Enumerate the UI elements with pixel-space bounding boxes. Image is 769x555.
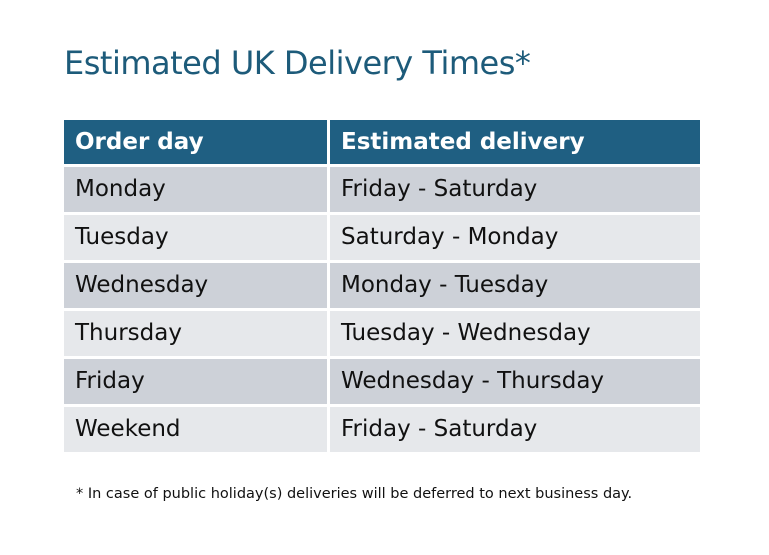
delivery-table: Order day Estimated delivery Monday Frida… (61, 117, 703, 455)
estimated-delivery-cell: Saturday - Monday (330, 214, 700, 260)
header-estimated-delivery: Estimated delivery (330, 119, 700, 164)
table-row: Tuesday Saturday - Monday (64, 214, 700, 260)
table-row: Wednesday Monday - Tuesday (64, 262, 700, 308)
table-row: Thursday Tuesday - Wednesday (64, 310, 700, 356)
footnote: * In case of public holiday(s) deliverie… (76, 486, 633, 502)
order-day-cell: Wednesday (64, 262, 327, 308)
estimated-delivery-cell: Friday - Saturday (330, 166, 700, 212)
order-day-cell: Weekend (64, 406, 327, 452)
page-title: Estimated UK Delivery Times* (64, 44, 531, 82)
header-order-day: Order day (64, 119, 327, 164)
order-day-cell: Tuesday (64, 214, 327, 260)
estimated-delivery-cell: Monday - Tuesday (330, 262, 700, 308)
table-row: Weekend Friday - Saturday (64, 406, 700, 452)
table-row: Monday Friday - Saturday (64, 166, 700, 212)
estimated-delivery-cell: Wednesday - Thursday (330, 358, 700, 404)
estimated-delivery-cell: Friday - Saturday (330, 406, 700, 452)
order-day-cell: Monday (64, 166, 327, 212)
order-day-cell: Thursday (64, 310, 327, 356)
table-row: Friday Wednesday - Thursday (64, 358, 700, 404)
order-day-cell: Friday (64, 358, 327, 404)
estimated-delivery-cell: Tuesday - Wednesday (330, 310, 700, 356)
table-header-row: Order day Estimated delivery (64, 119, 700, 164)
